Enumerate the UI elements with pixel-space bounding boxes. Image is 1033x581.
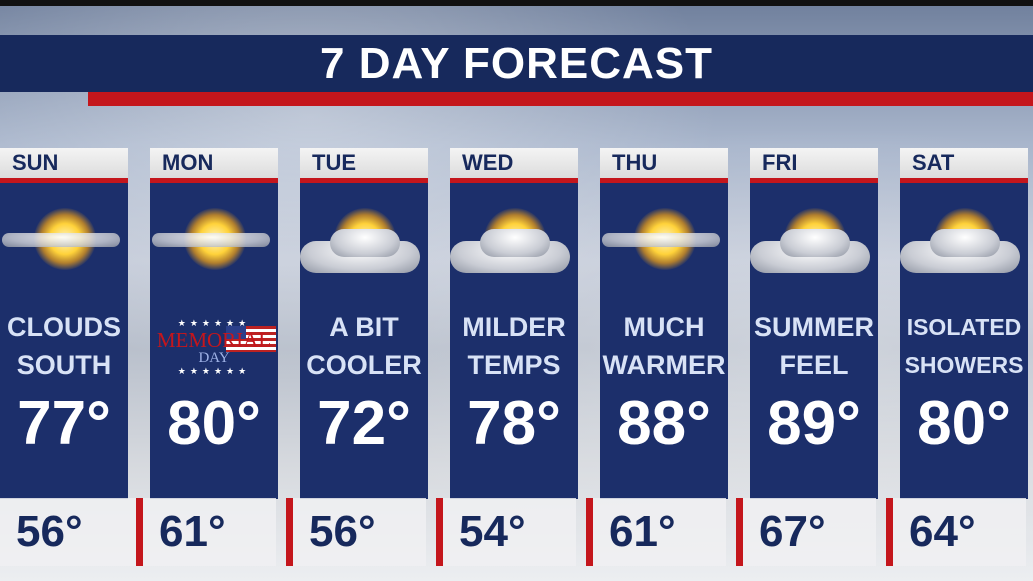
condition-line-1: A BIT: [329, 312, 399, 342]
condition-line-2: TEMPS: [467, 350, 561, 380]
title-accent-bar: [88, 92, 1033, 106]
day-label: SUN: [0, 148, 128, 183]
day-column-sat: SAT ISOLATED SHOWERS 80°: [900, 148, 1028, 499]
day-label: SAT: [900, 148, 1028, 183]
condition-line-2: FEEL: [779, 350, 849, 380]
low-temp: 61°: [586, 498, 726, 566]
forecast-panel: ISOLATED SHOWERS 80°: [900, 183, 1028, 499]
high-temp: 80°: [917, 389, 1011, 458]
condition-line-1: ISOLATED: [906, 314, 1022, 340]
day-column-fri: FRI SUMMER FEEL 89°: [750, 148, 878, 499]
stars: ★★★★★★: [177, 366, 251, 376]
day-column-wed: WED MILDER TEMPS 78°: [450, 148, 578, 499]
low-temp: 54°: [436, 498, 576, 566]
day-label: MON: [150, 148, 278, 183]
high-temp: 89°: [767, 389, 861, 458]
partly-cloudy-icon: [750, 193, 878, 293]
forecast-panel: A BIT COOLER 72°: [300, 183, 428, 499]
sun-thin-cloud-icon: [150, 193, 278, 293]
day-column-tue: TUE A BIT COOLER 72°: [300, 148, 428, 499]
memorial-day-graphic: ★★★★★★ MEMORIAL DAY ★★★★★★: [150, 318, 278, 377]
day-column-mon: MON ★★★★★★ MEMORIAL DAY ★★★★★★ 80°: [150, 148, 278, 499]
condition-line-2: SHOWERS: [904, 352, 1024, 378]
title-bar: 7 DAY FORECAST: [0, 35, 1033, 92]
stars: ★★★★★★: [177, 318, 251, 328]
condition-text: SUMMER FEEL: [750, 308, 878, 384]
day-label: WED: [450, 148, 578, 183]
high-temp: 78°: [467, 389, 561, 458]
low-temp: 61°: [136, 498, 276, 566]
high-temp: 88°: [617, 389, 711, 458]
low-temp: 67°: [736, 498, 876, 566]
high-temp: 72°: [317, 389, 411, 458]
condition-line-1: SUMMER: [754, 312, 874, 342]
low-temp: 56°: [286, 498, 426, 566]
low-temp: 56°: [0, 498, 140, 566]
sun-thin-cloud-icon: [600, 193, 728, 293]
low-temp: 64°: [886, 498, 1026, 566]
day-column-thu: THU MUCH WARMER 88°: [600, 148, 728, 499]
condition-line-2: COOLER: [306, 350, 422, 380]
condition-text: CLOUDS SOUTH: [0, 308, 128, 384]
day-label: THU: [600, 148, 728, 183]
partly-cloudy-icon: [450, 193, 578, 293]
partly-cloudy-icon: [300, 193, 428, 293]
day-text: DAY: [198, 350, 230, 366]
high-temp: 80°: [167, 389, 261, 458]
day-label: FRI: [750, 148, 878, 183]
condition-text: A BIT COOLER: [300, 308, 428, 384]
high-temp: 77°: [17, 389, 111, 458]
day-column-sun: SUN CLOUDS SOUTH 77°: [0, 148, 128, 499]
forecast-panel: CLOUDS SOUTH 77°: [0, 183, 128, 499]
condition-text: ISOLATED SHOWERS: [900, 308, 1028, 384]
top-strip: [0, 0, 1033, 6]
forecast-panel: ★★★★★★ MEMORIAL DAY ★★★★★★ 80°: [150, 183, 278, 499]
condition-line-1: CLOUDS: [7, 312, 121, 342]
partly-cloudy-icon: [900, 193, 1028, 293]
condition-line-2: SOUTH: [16, 350, 112, 380]
forecast-panel: MILDER TEMPS 78°: [450, 183, 578, 499]
page-title: 7 DAY FORECAST: [320, 38, 713, 88]
memorial-text: MEMORIAL: [156, 328, 272, 352]
forecast-panel: MUCH WARMER 88°: [600, 183, 728, 499]
us-flag-icon: [226, 326, 276, 352]
sun-thin-cloud-icon: [0, 193, 128, 293]
condition-line-1: MILDER: [462, 312, 566, 342]
forecast-panel: SUMMER FEEL 89°: [750, 183, 878, 499]
condition-line-1: MUCH: [623, 312, 705, 342]
condition-line-2: WARMER: [602, 350, 726, 380]
condition-text: MUCH WARMER: [600, 308, 728, 384]
condition-text: MILDER TEMPS: [450, 308, 578, 384]
day-label: TUE: [300, 148, 428, 183]
